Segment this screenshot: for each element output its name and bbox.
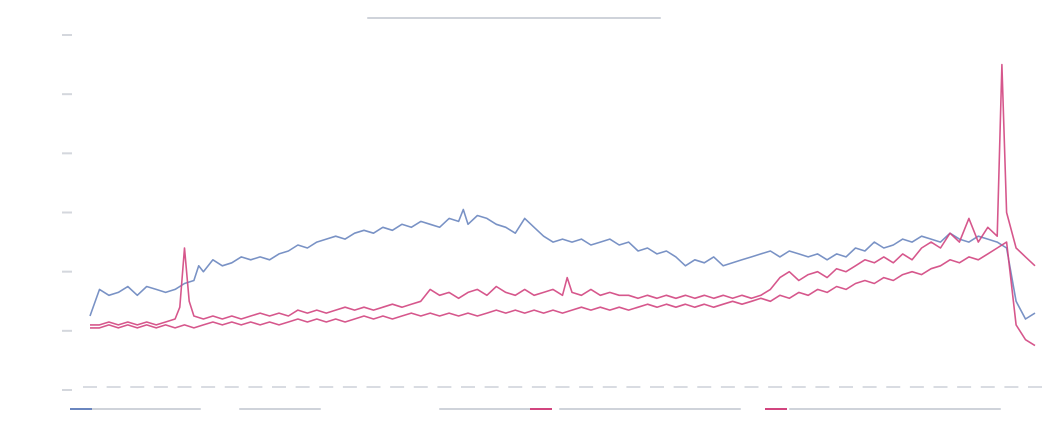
- series-layer: [89, 63, 1036, 347]
- series-3-line: [90, 241, 1036, 347]
- series-2-line: [90, 63, 1036, 326]
- faded-print-marks: [89, 17, 1001, 410]
- series-1-line: [89, 208, 1036, 320]
- grid: [62, 34, 1042, 391]
